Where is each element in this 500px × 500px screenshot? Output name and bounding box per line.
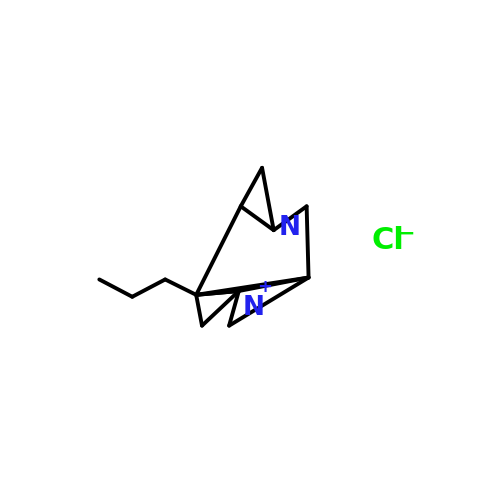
Text: −: − <box>398 224 415 244</box>
Text: +: + <box>258 278 272 296</box>
Text: Cl: Cl <box>372 226 404 256</box>
Text: N: N <box>278 215 300 241</box>
Text: N: N <box>242 295 264 321</box>
